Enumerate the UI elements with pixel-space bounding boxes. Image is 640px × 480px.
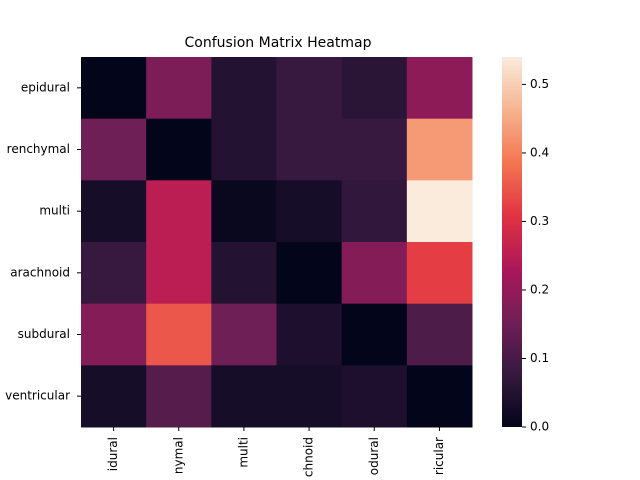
heatmap-cell [81, 57, 147, 120]
colorbar-tick-label: 0.1 [530, 351, 549, 365]
y-tick-label: subdural [18, 327, 70, 341]
heatmap-cell [341, 118, 408, 181]
heatmap-cell [276, 57, 343, 120]
heatmap-cell [81, 242, 147, 305]
x-tick-label: nymal [171, 437, 185, 474]
heatmap-cell [146, 180, 212, 243]
y-tick-label: epidural [21, 80, 70, 94]
x-tick-label: multi [236, 437, 250, 468]
x-tick-label: odural [367, 437, 381, 475]
heatmap-cell [276, 303, 343, 366]
y-tick-label: multi [39, 204, 70, 218]
y-tick-label: renchymal [7, 142, 70, 156]
y-tick-label: arachnoid [10, 265, 70, 279]
heatmap-cell [81, 365, 147, 428]
x-tick-label: idural [106, 437, 120, 471]
heatmap-cell [211, 118, 277, 181]
heatmap-cell [406, 242, 473, 305]
heatmap-cell [211, 365, 277, 428]
heatmap-cell [406, 180, 473, 243]
chart-title: Confusion Matrix Heatmap [185, 35, 372, 51]
x-tick-label: ricular [432, 437, 446, 475]
colorbar [502, 57, 522, 427]
heatmap-cell [341, 242, 408, 305]
heatmap-cell [276, 118, 343, 181]
heatmap-cell [211, 180, 277, 243]
colorbar-tick-label: 0.5 [530, 77, 549, 91]
heatmap-cell [81, 180, 147, 243]
heatmap-cell [146, 118, 212, 181]
colorbar-tick-label: 0.2 [530, 282, 549, 296]
heatmap-cell [211, 57, 277, 120]
heatmap-cell [406, 365, 473, 428]
heatmap-cell [146, 303, 212, 366]
heatmap-cell [146, 365, 212, 428]
heatmap-cell [146, 57, 212, 120]
colorbar-tick-label: 0.3 [530, 214, 549, 228]
heatmap-cell [146, 242, 212, 305]
colorbar-tick-label: 0.4 [530, 145, 549, 159]
colorbar-tick-label: 0.0 [530, 420, 549, 434]
heatmap-cell [341, 303, 408, 366]
heatmap-cell [341, 180, 408, 243]
heatmap-cell [211, 303, 277, 366]
heatmap-cell [406, 57, 473, 120]
heatmap-cell [341, 365, 408, 428]
y-tick-label: ventricular [5, 389, 70, 403]
heatmap-cell [211, 242, 277, 305]
heatmap-cell [406, 303, 473, 366]
heatmap-cell [276, 180, 343, 243]
heatmap-cell [276, 242, 343, 305]
heatmap-cell [406, 118, 473, 181]
heatmap-cell [276, 365, 343, 428]
heatmap-cell [341, 57, 408, 120]
x-tick-label: chnoid [302, 437, 316, 477]
heatmap-cell [81, 118, 147, 181]
heatmap-cell [81, 303, 147, 366]
